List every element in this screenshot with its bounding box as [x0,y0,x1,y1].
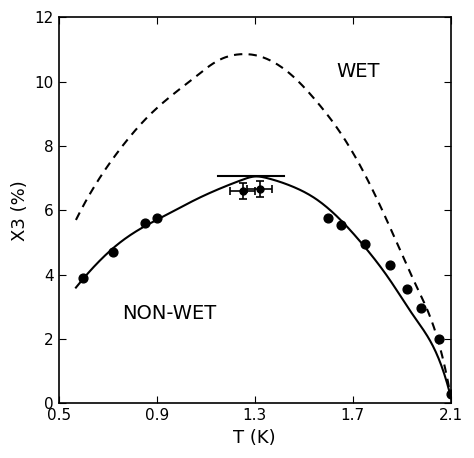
Point [386,262,393,269]
Point [109,249,117,256]
Point [403,285,410,293]
Point [141,219,148,227]
Point [418,305,425,312]
Point [435,335,442,343]
Text: WET: WET [336,62,380,82]
Point [361,240,369,248]
Point [325,215,332,222]
Point [153,215,161,222]
Text: NON-WET: NON-WET [122,304,216,323]
X-axis label: T (K): T (K) [234,429,276,447]
Point [80,274,87,282]
Point [337,221,344,229]
Y-axis label: X3 (%): X3 (%) [11,180,29,240]
Point [447,390,455,398]
